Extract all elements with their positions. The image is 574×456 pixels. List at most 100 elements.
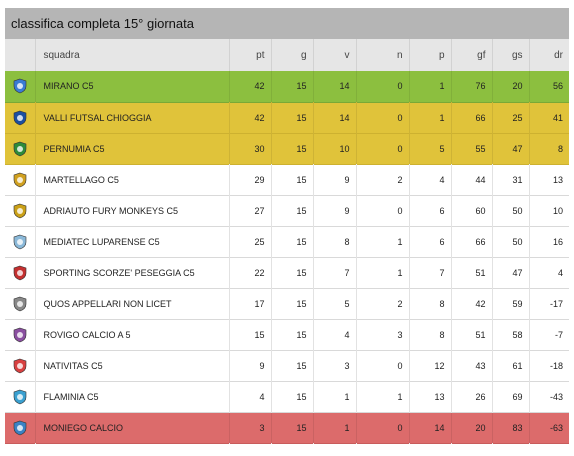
stat-p: 1 [409,71,452,102]
team-logo-cell [5,71,36,102]
table-row[interactable]: ADRIAUTO FURY MONKEYS C5 27 15 9 0 6 60 50 10 [5,195,569,226]
stat-pt: 27 [229,195,272,226]
team-logo-cell [5,412,36,443]
team-name[interactable]: ROVIGO CALCIO A 5 [35,319,230,350]
stat-p: 13 [409,381,452,412]
stat-n: 3 [356,319,410,350]
team-name[interactable]: VALLI FUTSAL CHIOGGIA [35,102,230,133]
team-name[interactable]: MONIEGO CALCIO [35,412,230,443]
header-dr[interactable]: dr [554,49,563,61]
stat-p: 5 [409,133,452,164]
stat-g: 15 [271,412,314,443]
stat-n: 1 [356,257,410,288]
team-name[interactable]: SPORTING SCORZE' PESEGGIA C5 [35,257,230,288]
header-pt[interactable]: pt [229,39,272,71]
table-header-row: squadra pt g v n p gf gs dr [5,39,569,71]
stat-g: 15 [271,257,314,288]
stat-pt: 17 [229,288,272,319]
stat-pt: 15 [229,319,272,350]
quos-crest-icon [12,296,28,312]
stat-v: 9 [313,164,357,195]
team-name[interactable]: MIRANO C5 [35,71,230,102]
stat-gf: 44 [451,164,493,195]
team-logo-cell [5,226,36,257]
header-team[interactable]: squadra [35,39,230,71]
stat-pt: 25 [229,226,272,257]
standings-widget: classifica completa 15° giornata squadra… [5,8,569,444]
team-name[interactable]: ADRIAUTO FURY MONKEYS C5 [35,195,230,226]
stat-g: 15 [271,195,314,226]
header-g[interactable]: g [271,39,314,71]
valli-crest-icon [12,110,28,126]
team-name[interactable]: NATIVITAS C5 [35,350,230,381]
table-row[interactable]: NATIVITAS C5 9 15 3 0 12 43 61 -18 [5,350,569,381]
fury-monkeys-crest-icon [12,203,28,219]
stat-v: 5 [313,288,357,319]
stat-g: 15 [271,381,314,412]
stat-gs: 58 [492,319,530,350]
stat-v: 3 [313,350,357,381]
table-row[interactable]: QUOS APPELLARI NON LICET 17 15 5 2 8 42 59 -17 [5,288,569,319]
stat-g: 15 [271,350,314,381]
header-v[interactable]: v [313,39,357,71]
header-p[interactable]: p [409,39,452,71]
header-gs[interactable]: gs [492,39,530,71]
team-logo-cell [5,195,36,226]
luparense-crest-icon [12,234,28,250]
table-row[interactable]: VALLI FUTSAL CHIOGGIA 42 15 14 0 1 66 25 41 [5,102,569,133]
stat-gf: 60 [451,195,493,226]
table-row[interactable]: FLAMINIA C5 4 15 1 1 13 26 69 -43 [5,381,569,412]
team-name[interactable]: FLAMINIA C5 [35,381,230,412]
stat-pt: 22 [229,257,272,288]
mirano-crest-icon [12,78,28,94]
team-name[interactable]: MEDIATEC LUPARENSE C5 [35,226,230,257]
stat-pt: 3 [229,412,272,443]
stat-v: 9 [313,195,357,226]
team-name[interactable]: PERNUMIA C5 [35,133,230,164]
table-row[interactable]: SPORTING SCORZE' PESEGGIA C5 22 15 7 1 7 51 47 4 [5,257,569,288]
stat-gs: 31 [492,164,530,195]
stat-n: 0 [356,133,410,164]
stat-gf: 66 [451,226,493,257]
table-row[interactable]: ROVIGO CALCIO A 5 15 15 4 3 8 51 58 -7 [5,319,569,350]
stat-gf: 55 [451,133,493,164]
stat-gf: 51 [451,319,493,350]
stat-pt: 42 [229,71,272,102]
stat-g: 15 [271,319,314,350]
stat-v: 1 [313,381,357,412]
stat-gf: 43 [451,350,493,381]
table-row[interactable]: MEDIATEC LUPARENSE C5 25 15 8 1 6 66 50 16 [5,226,569,257]
stat-gs: 50 [492,195,530,226]
team-logo-cell [5,164,36,195]
stat-gs: 83 [492,412,530,443]
stat-v: 10 [313,133,357,164]
header-n[interactable]: n [356,39,410,71]
standings-body: MIRANO C5 42 15 14 0 1 76 20 56 VALLI FUTSAL CHIO… [5,71,569,443]
header-gf[interactable]: gf [451,39,493,71]
stat-p: 6 [409,195,452,226]
stat-p: 1 [409,102,452,133]
stat-dr: 13 [552,174,563,185]
stat-p: 4 [409,164,452,195]
team-name[interactable]: MARTELLAGO C5 [35,164,230,195]
stat-v: 14 [313,102,357,133]
stat-n: 0 [356,102,410,133]
table-row[interactable]: PERNUMIA C5 30 15 10 0 5 55 47 8 [5,133,569,164]
stat-gf: 76 [451,71,493,102]
nativitas-crest-icon [12,358,28,374]
stat-dr: 56 [552,81,563,92]
moniego-crest-icon [12,420,28,436]
table-row[interactable]: MARTELLAGO C5 29 15 9 2 4 44 31 13 [5,164,569,195]
flaminia-crest-icon [12,389,28,405]
standings-title: classifica completa 15° giornata [5,8,569,39]
stat-gs: 25 [492,102,530,133]
table-row[interactable]: MONIEGO CALCIO 3 15 1 0 14 20 83 -63 [5,412,569,443]
stat-n: 0 [356,412,410,443]
stat-dr: 8 [557,143,563,154]
stat-v: 1 [313,412,357,443]
table-row[interactable]: MIRANO C5 42 15 14 0 1 76 20 56 [5,71,569,102]
stat-p: 12 [409,350,452,381]
stat-gs: 47 [492,133,530,164]
team-name[interactable]: QUOS APPELLARI NON LICET [35,288,230,319]
stat-gf: 51 [451,257,493,288]
